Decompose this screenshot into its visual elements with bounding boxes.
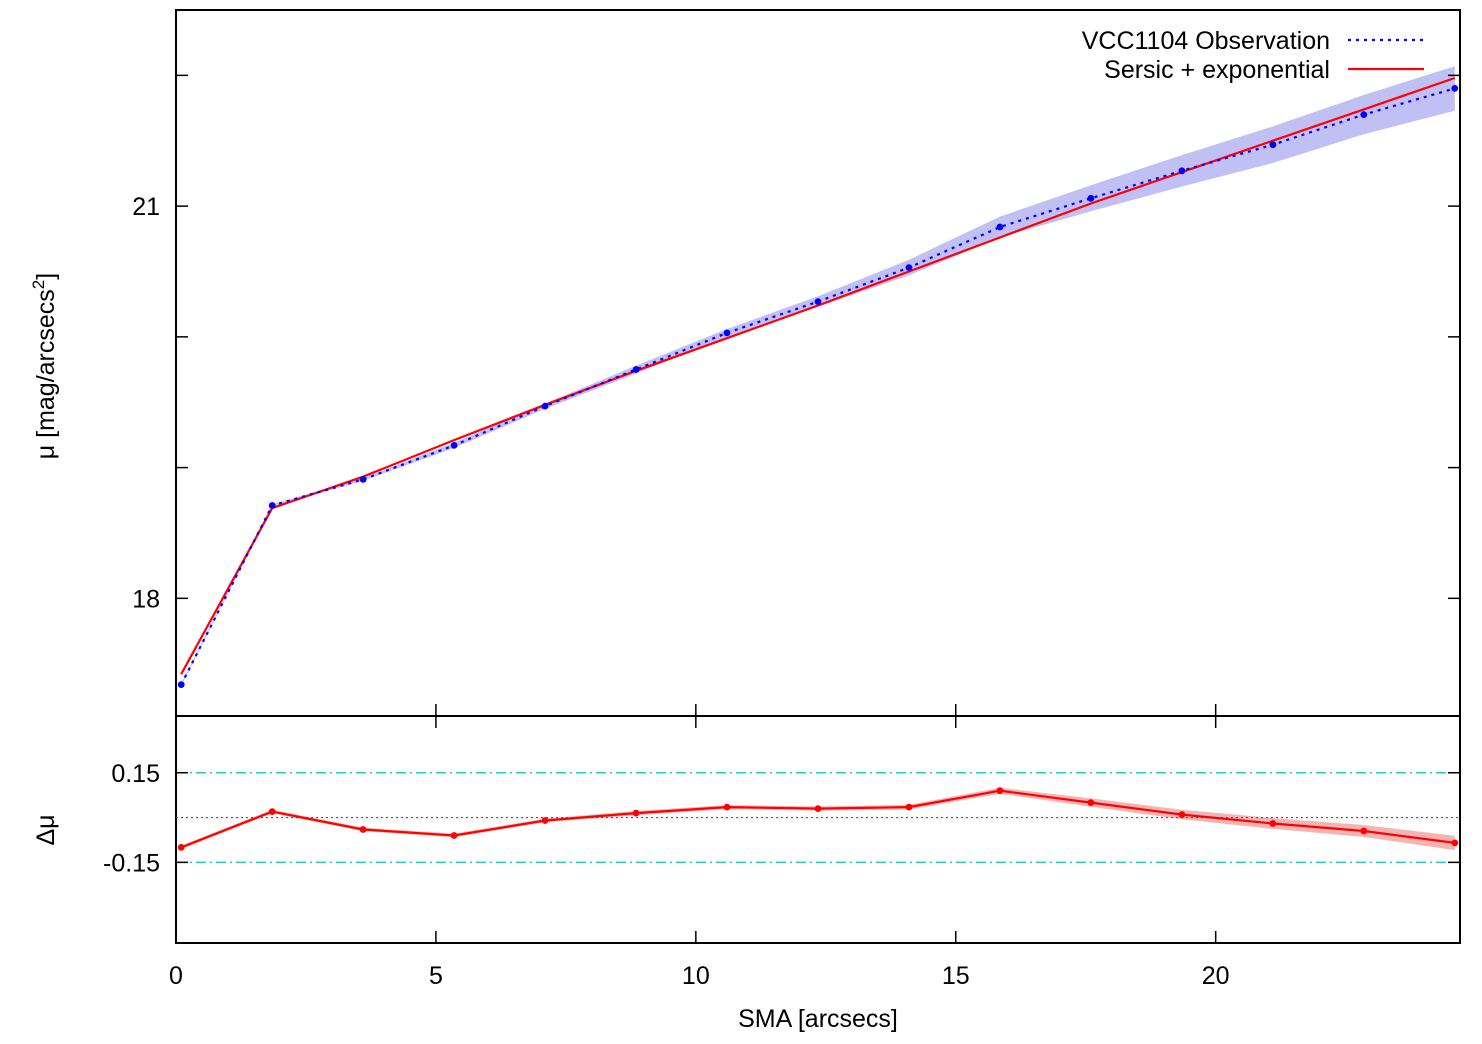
series-points [177,85,1459,851]
residual-point [723,803,731,811]
observation-point [1269,141,1277,149]
residual-point [814,805,822,812]
residual-point [450,832,458,839]
residual-point [996,787,1004,795]
observation-point [359,476,367,483]
observation-point [814,298,822,305]
observation-point [177,681,185,688]
x-tick-label: 10 [682,962,710,990]
main-plot-frame [175,9,1461,717]
residual-error-band [181,787,1455,851]
residual-point [1087,799,1095,806]
y-axis-label-residual: Δμ [32,814,60,845]
legend: VCC1104 Observation Sersic + exponential [1082,27,1424,84]
y-axis-label-main: μ [mag/arcsecs2] [29,273,60,459]
observation-point [996,223,1004,231]
residual-plot-frame [175,715,1461,944]
y-axis-label-text: μ [mag/arcsecs [32,289,60,459]
plot-frames [175,9,1461,944]
tick-labels: 18 21 0.15 -0.15 0 5 10 15 20 [103,193,1230,990]
y-axis-label-superscript: 2 [29,280,48,289]
y-tick-label: 0.15 [111,760,160,788]
y-tick-label: 21 [132,193,160,221]
y-tick-label: 18 [132,585,160,613]
observation-point [905,264,913,271]
observation-point [1451,85,1459,92]
residual-point [632,809,640,817]
residual-point [905,803,913,811]
residual-point [268,808,276,815]
residual-point [1360,827,1368,835]
observation-point [268,502,276,509]
residual-point [177,844,185,851]
observation-error-band [181,66,1455,686]
y-tick-label: -0.15 [103,849,160,877]
series-lines [180,76,1456,849]
y-axis-label-close: ] [32,273,60,280]
legend-label-fit: Sersic + exponential [1104,56,1330,84]
observation-point [632,366,640,373]
observation-point [1087,194,1095,202]
x-tick-label: 0 [169,962,183,990]
observation-point [450,442,458,449]
observation-point [1178,167,1186,175]
legend-label-observation: VCC1104 Observation [1082,27,1330,55]
reference-lines [176,772,1460,864]
observation-line [180,87,1456,686]
error-bands [181,66,1455,851]
x-axis-label: SMA [arcsecs] [738,1005,898,1033]
observation-point [541,402,549,410]
x-tick-label: 15 [942,962,970,990]
residual-point [1451,839,1459,847]
residual-point [1178,811,1186,818]
tick-marks [176,74,1460,943]
x-tick-label: 20 [1202,962,1230,990]
x-tick-label: 5 [429,962,443,990]
residual-point [541,817,549,824]
residual-point [359,826,367,833]
residual-point [1269,820,1277,827]
observation-point [723,329,731,337]
fit-line [180,76,1456,675]
observation-point [1360,111,1368,118]
